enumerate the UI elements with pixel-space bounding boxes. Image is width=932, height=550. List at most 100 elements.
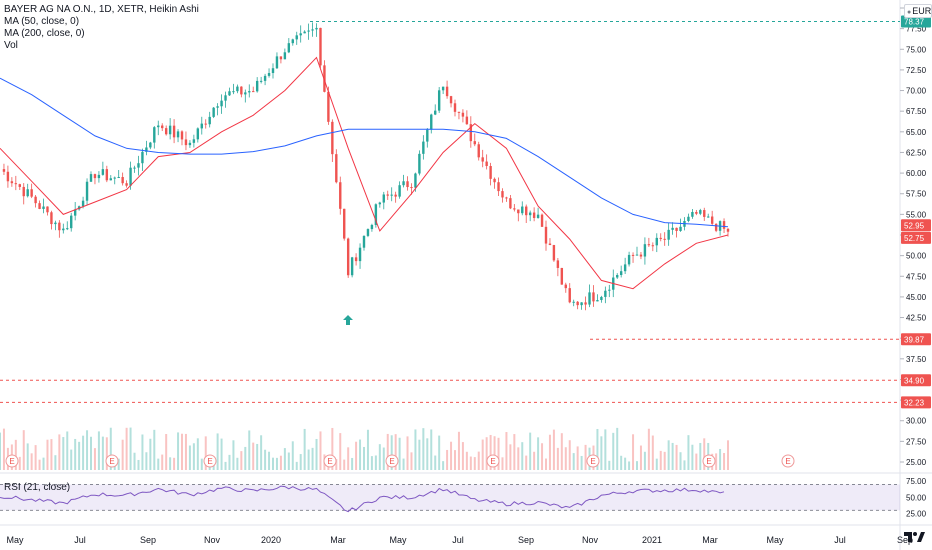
volume-bar — [715, 453, 718, 470]
volume-bar — [339, 433, 342, 470]
earnings-icon — [586, 454, 600, 468]
candle-body — [97, 174, 101, 179]
candle-body — [358, 247, 362, 262]
candle-body — [592, 292, 595, 302]
candle-body — [426, 129, 429, 142]
volume-bar — [450, 441, 453, 470]
candle-body — [311, 29, 314, 31]
volume-bar — [192, 443, 195, 470]
price-tick-label: 55.00 — [906, 210, 927, 219]
volume-bar — [410, 452, 413, 470]
candle-body — [576, 301, 579, 306]
candle-body — [125, 183, 128, 186]
candle-body — [714, 223, 718, 231]
candle-body — [295, 35, 298, 40]
volume-bar — [521, 442, 524, 470]
volume-bar — [200, 458, 203, 470]
candle-body — [196, 128, 200, 140]
rsi-legend[interactable]: RSI (21, close) — [4, 482, 71, 493]
candle-body — [331, 121, 334, 155]
volume-bar — [643, 451, 646, 470]
candle-body — [497, 182, 500, 192]
candle-body — [275, 56, 279, 69]
volume-bar — [608, 460, 611, 470]
candle-body — [26, 189, 29, 197]
chart-title: BAYER AG NA O.N., 1D, XETR, Heikin Ashi — [4, 4, 199, 15]
volume-bar — [564, 447, 567, 470]
candles — [2, 22, 730, 325]
up-arrow-icon — [343, 315, 353, 325]
volume-bar — [647, 428, 650, 470]
volume-bar — [90, 436, 92, 470]
candle-body — [536, 214, 540, 218]
price-badge-label: 32.23 — [904, 398, 925, 407]
volume-bar — [378, 444, 381, 470]
legend-ma200[interactable]: MA (200, close, 0) — [4, 28, 85, 39]
time-tick-label: Mar — [702, 535, 718, 545]
candle-body — [695, 211, 698, 214]
legend-vol[interactable]: Vol — [4, 40, 18, 51]
earnings-icon — [702, 454, 716, 468]
candle-body — [643, 244, 647, 257]
candle-body — [544, 226, 548, 244]
price-badge-label: 39.87 — [904, 335, 925, 344]
volume-bar — [153, 429, 156, 470]
volume-bar — [671, 442, 674, 470]
candle-body — [513, 208, 516, 210]
candle-body — [232, 91, 235, 93]
earnings-icon — [323, 454, 337, 468]
volume-bar — [529, 432, 532, 470]
candle-body — [133, 167, 136, 169]
candle-body — [2, 169, 6, 172]
candle-body — [651, 245, 655, 247]
volume-bar — [430, 429, 433, 470]
candle-body — [263, 75, 267, 81]
candle-body — [354, 257, 358, 262]
volume-bar — [105, 437, 108, 470]
currency-button[interactable]: ●EUR — [904, 4, 932, 18]
currency-label: EUR — [912, 6, 932, 16]
volume-bar — [394, 434, 397, 470]
volume-bar — [121, 439, 124, 470]
candle-body — [528, 212, 532, 216]
time-tick-label: Jul — [74, 535, 86, 545]
price-tick-label: 30.00 — [906, 417, 927, 426]
volume-bar — [576, 446, 579, 470]
volume-bar — [188, 445, 191, 470]
candle-body — [172, 125, 176, 138]
volume-bar — [66, 431, 69, 470]
candle-body — [608, 289, 611, 291]
candle-body — [568, 288, 571, 303]
candle-body — [366, 229, 370, 236]
volume-bar — [446, 449, 449, 470]
legend-ma50[interactable]: MA (50, close, 0) — [4, 16, 80, 27]
volume-bar — [719, 448, 722, 470]
candle-body — [279, 56, 283, 60]
time-tick-label: May — [6, 535, 24, 545]
volume-bar — [517, 447, 520, 470]
candle-body — [346, 238, 350, 276]
candle-body — [485, 161, 488, 167]
candle-body — [70, 215, 73, 229]
time-tick-label: Nov — [582, 535, 599, 545]
volume-bar — [248, 430, 251, 470]
candle-body — [726, 228, 730, 232]
candle-body — [398, 185, 401, 197]
volume-bar — [295, 461, 298, 470]
candle-body — [505, 197, 508, 199]
candle-body — [145, 147, 148, 152]
volume-bar — [465, 451, 468, 470]
candle-body — [121, 177, 124, 184]
candle-body — [164, 128, 168, 135]
price-tick-label: 25.00 — [906, 458, 927, 467]
tradingview-logo-icon — [904, 532, 925, 542]
candle-body — [418, 153, 421, 174]
candle-body — [437, 90, 441, 111]
candle-body — [303, 31, 306, 34]
volume-bar — [78, 441, 81, 470]
candle-body — [481, 157, 484, 162]
earnings-icon — [5, 454, 19, 468]
candle-body — [299, 33, 302, 36]
ma200-line — [0, 77, 729, 228]
